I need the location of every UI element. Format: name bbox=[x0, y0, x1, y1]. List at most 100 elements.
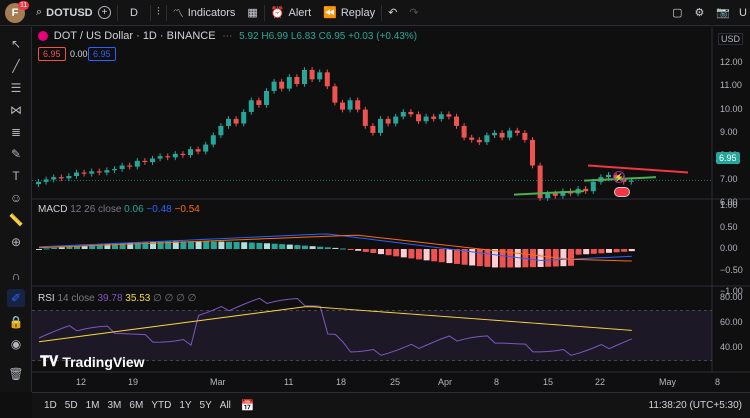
brush-icon[interactable]: ✎ bbox=[10, 147, 22, 161]
macd-histogram-bar bbox=[628, 249, 635, 252]
macd-tick: −1.00 bbox=[720, 286, 743, 296]
fullscreen-button[interactable]: ▢ bbox=[666, 0, 688, 26]
camera-button[interactable]: 📷 bbox=[710, 0, 736, 26]
chart-type-button[interactable]: ⫶ bbox=[151, 0, 166, 26]
range-buttons: 1D 5D 1M 3M 6M YTD 1Y 5Y All bbox=[32, 400, 235, 411]
candle-body bbox=[347, 100, 353, 110]
grid-icon: ▦ bbox=[247, 7, 258, 19]
compare-button[interactable]: + bbox=[92, 0, 117, 26]
rsi-ma-line bbox=[38, 306, 632, 343]
macd-histogram-bar bbox=[302, 245, 308, 249]
interval-button[interactable]: D bbox=[130, 6, 138, 19]
time-tick: 25 bbox=[390, 377, 401, 387]
candle-body bbox=[476, 139, 482, 143]
time-tick: Apr bbox=[438, 377, 453, 387]
undo-icon: ↶ bbox=[388, 7, 398, 19]
rsi-legend: RSI 14 close 39.78 35.53 ∅ ∅ ∅ ∅ bbox=[38, 293, 196, 304]
macd-histogram-bar bbox=[362, 249, 369, 252]
rsi-empty-values: ∅ ∅ ∅ ∅ bbox=[153, 293, 197, 304]
macd-histogram-bar bbox=[568, 249, 574, 266]
candle-body bbox=[74, 172, 79, 177]
macd-histogram-bar bbox=[355, 249, 362, 251]
sell-price-box[interactable]: 6.95 bbox=[38, 47, 66, 61]
text-icon[interactable]: T bbox=[12, 169, 20, 183]
trash-icon[interactable]: 🗑 bbox=[8, 367, 24, 381]
notification-badge: 11 bbox=[18, 0, 30, 10]
magnet-icon[interactable]: ∩ bbox=[11, 269, 21, 283]
macd-histogram-bar bbox=[431, 249, 438, 262]
cursor-icon[interactable]: ↖ bbox=[10, 37, 22, 51]
user-menu-edge[interactable]: U bbox=[739, 6, 747, 19]
candle-body bbox=[423, 116, 429, 122]
alert-button[interactable]: ⏰ Alert bbox=[265, 0, 317, 26]
range-button-ytd[interactable]: YTD bbox=[151, 400, 172, 411]
macd-histogram-bar bbox=[218, 241, 225, 249]
range-button-1d[interactable]: 1D bbox=[44, 400, 57, 411]
macd-histogram-bar bbox=[203, 241, 210, 249]
divider bbox=[263, 4, 265, 21]
smiley-icon[interactable]: ☺ bbox=[9, 191, 23, 205]
ruler-icon[interactable]: 📏 bbox=[8, 213, 24, 227]
macd-histogram-bar bbox=[112, 243, 118, 249]
range-button-1m[interactable]: 1M bbox=[85, 400, 100, 411]
legend-collapse-icon[interactable]: ⋯ bbox=[222, 31, 233, 42]
candle-body bbox=[241, 111, 247, 124]
lock-icon[interactable]: 🔒 bbox=[8, 315, 24, 329]
main-legend: DOT / US Dollar · 1D · BINANCE ⋯ 5.92 H6… bbox=[38, 30, 417, 42]
macd-histogram-bar bbox=[66, 246, 73, 249]
currency-label[interactable]: USD bbox=[718, 33, 744, 45]
trend-line-icon[interactable]: ╱ bbox=[12, 59, 20, 73]
candle-body bbox=[362, 109, 368, 126]
indicators-button[interactable]: 〽 Indicators bbox=[167, 0, 242, 26]
macd-histogram-bar bbox=[545, 249, 552, 267]
candle-body bbox=[537, 165, 543, 199]
candle-body bbox=[96, 171, 102, 173]
clock[interactable]: 11:38:20 (UTC+5:30) bbox=[648, 400, 742, 411]
watermark-text: TradingView bbox=[62, 353, 145, 370]
time-tick: May bbox=[659, 377, 677, 387]
range-button-5y[interactable]: 5Y bbox=[199, 400, 212, 411]
undo-button[interactable]: ↶ bbox=[382, 0, 403, 26]
macd-histogram-bar bbox=[590, 249, 597, 254]
rsi-value: 39.78 bbox=[97, 293, 123, 304]
horizontal-lines-icon[interactable]: ☰ bbox=[10, 81, 22, 95]
divider bbox=[117, 4, 118, 21]
camera-icon: 📷 bbox=[716, 7, 731, 19]
range-button-3m[interactable]: 3M bbox=[107, 400, 122, 411]
time-tick: 8 bbox=[494, 377, 500, 387]
rsi-tick: 80.00 bbox=[720, 292, 743, 302]
macd-signal-line bbox=[38, 234, 632, 262]
macd-histogram-bar bbox=[416, 249, 422, 260]
zoom-icon[interactable]: ⊕ bbox=[10, 235, 22, 249]
macd-histogram-bar bbox=[537, 249, 544, 267]
draw-lock-icon[interactable]: ✐ bbox=[7, 289, 25, 307]
settings-button[interactable]: ⚙ bbox=[688, 0, 710, 26]
lightning-icon[interactable]: ⚡ bbox=[613, 171, 625, 183]
square-icon: ▢ bbox=[672, 7, 683, 19]
price-tick: 6.00 bbox=[720, 196, 738, 207]
symbol-search[interactable]: ⌕ DOTUSD bbox=[30, 0, 93, 26]
macd-histogram-bar bbox=[248, 242, 255, 249]
fib-icon[interactable]: ≣ bbox=[10, 125, 22, 139]
range-button-6m[interactable]: 6M bbox=[129, 400, 144, 411]
candle-body bbox=[400, 111, 406, 117]
calendar-range-icon[interactable]: 📅 bbox=[240, 400, 255, 412]
plus-circle-icon: + bbox=[98, 6, 111, 19]
pattern-icon[interactable]: ⋈ bbox=[10, 103, 22, 117]
chart-area[interactable]: DOT / US Dollar · 1D · BINANCE ⋯ 5.92 H6… bbox=[32, 27, 750, 392]
chart-canvas[interactable] bbox=[32, 27, 750, 392]
buy-price-box[interactable]: 6.95 bbox=[88, 47, 116, 61]
replay-button[interactable]: ⏪ Replay bbox=[317, 0, 381, 26]
flag-events-icon[interactable] bbox=[614, 187, 630, 197]
layouts-button[interactable]: ▦ bbox=[241, 0, 263, 26]
avatar-container[interactable]: F 11 bbox=[0, 0, 30, 26]
eye-icon[interactable]: ◉ bbox=[10, 337, 22, 351]
resistance-trendline bbox=[587, 164, 689, 174]
candle-body bbox=[552, 193, 558, 196]
range-button-1y[interactable]: 1Y bbox=[179, 400, 192, 411]
range-button-5d[interactable]: 5D bbox=[64, 400, 78, 411]
rsi-ma-value: 35.53 bbox=[125, 293, 151, 304]
redo-button[interactable]: ↷ bbox=[403, 0, 424, 26]
range-button-all[interactable]: All bbox=[219, 400, 231, 411]
candle-body bbox=[628, 180, 634, 182]
